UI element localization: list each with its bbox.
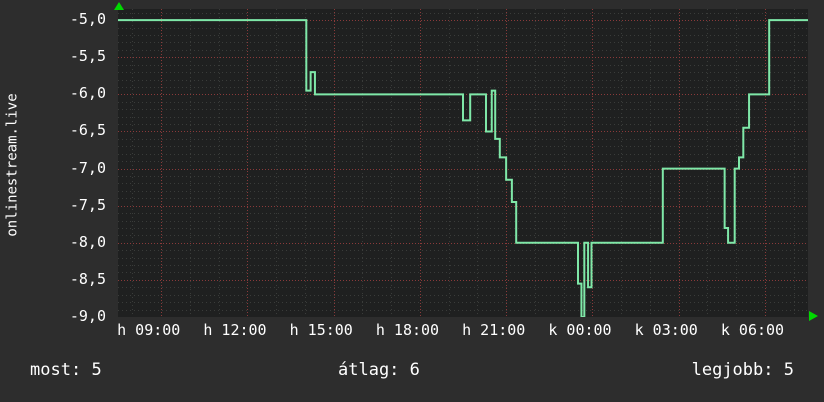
y-axis-title: onlinestream.live — [0, 0, 26, 330]
y-axis-tick-label-group: -5,0 -5,5 -6,0 -6,5 -7,0 -7,5 -8,0 -8,5 -9,0 — [26, 0, 114, 402]
y-axis-tick-label: -7,5 — [69, 195, 106, 214]
summary-max-label: legjobb: — [691, 360, 774, 380]
y-axis-tick-label: -9,0 — [69, 307, 106, 325]
y-axis-tick-label: -6,0 — [69, 84, 106, 103]
x-axis-tick-label: h 09:00 — [117, 321, 181, 339]
summary-average-value: 6 — [409, 360, 420, 380]
series-path — [118, 19, 808, 317]
x-axis-tick-label: h 12:00 — [203, 321, 267, 339]
y-axis-tick-label: -7,0 — [69, 158, 106, 177]
y-axis-tick-label: -6,5 — [69, 121, 106, 140]
x-axis-tick-label-group: h 09:00 h 12:00 h 15:00 h 18:00 h 21:00 k 00:… — [0, 320, 824, 346]
summary-current-label: most: — [30, 360, 82, 380]
x-axis-tick-label: k 06:00 — [720, 321, 785, 339]
summary-current-value: 5 — [91, 360, 102, 380]
y-axis-tick-label: -5,5 — [69, 47, 106, 66]
x-axis-tick-label: h 15:00 — [289, 321, 353, 339]
summary-current: most: 5 — [30, 358, 102, 382]
series-line-onlinestream-live — [118, 19, 808, 317]
y-axis-tick-label: -8,5 — [69, 269, 106, 288]
summary-max: legjobb: 5 — [692, 358, 794, 382]
y-axis-tick-label: -5,0 — [69, 10, 106, 29]
x-axis-arrow-icon — [809, 311, 818, 321]
footer-summary: most: 5 átlag: 6 legjobb: 5 — [0, 358, 824, 402]
x-axis-tick-label: k 03:00 — [634, 321, 698, 339]
plot-area — [118, 9, 808, 317]
y-axis-title-text: onlinestream.live — [5, 93, 22, 237]
y-axis-tick-label: -8,0 — [69, 232, 106, 251]
x-axis-tick-label: h 18:00 — [375, 321, 440, 339]
summary-average: átlag: 6 — [338, 358, 420, 382]
summary-average-label: átlag: — [338, 360, 400, 380]
x-axis-tick-label: h 21:00 — [462, 321, 526, 339]
y-axis-arrow-icon — [114, 2, 124, 10]
summary-max-value: 5 — [783, 360, 794, 380]
x-axis-tick-label: k 00:00 — [548, 321, 612, 339]
